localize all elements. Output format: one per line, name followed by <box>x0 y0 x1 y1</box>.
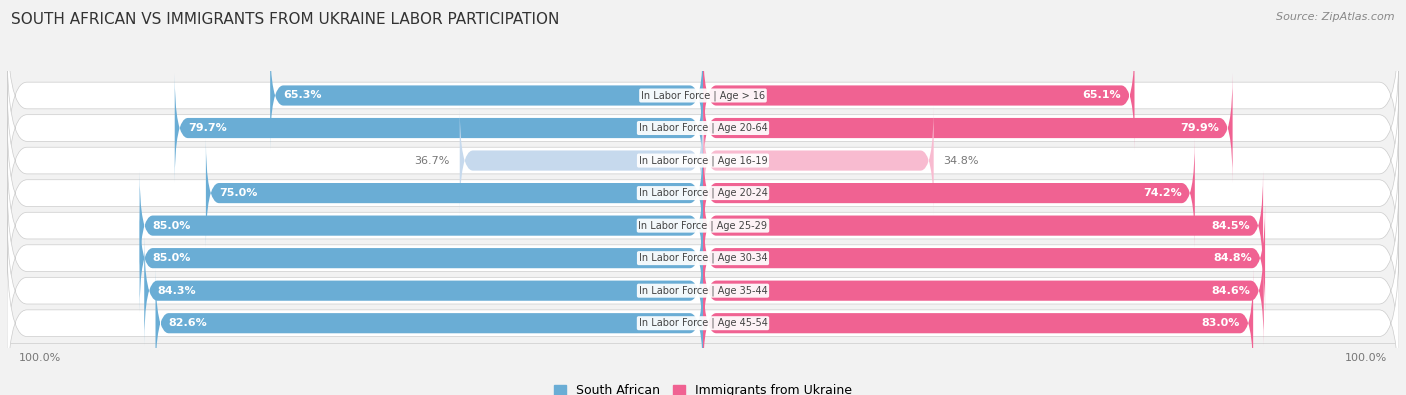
Text: 75.0%: 75.0% <box>219 188 257 198</box>
FancyBboxPatch shape <box>174 73 703 183</box>
Text: 82.6%: 82.6% <box>169 318 208 328</box>
Text: 34.8%: 34.8% <box>943 156 979 166</box>
Text: In Labor Force | Age 45-54: In Labor Force | Age 45-54 <box>638 318 768 329</box>
Text: 85.0%: 85.0% <box>153 221 191 231</box>
FancyBboxPatch shape <box>703 171 1263 280</box>
Text: 84.5%: 84.5% <box>1211 221 1250 231</box>
Text: In Labor Force | Age > 16: In Labor Force | Age > 16 <box>641 90 765 101</box>
Text: 84.8%: 84.8% <box>1213 253 1251 263</box>
FancyBboxPatch shape <box>7 141 1399 310</box>
Text: In Labor Force | Age 25-29: In Labor Force | Age 25-29 <box>638 220 768 231</box>
FancyBboxPatch shape <box>7 44 1399 212</box>
Text: In Labor Force | Age 16-19: In Labor Force | Age 16-19 <box>638 155 768 166</box>
FancyBboxPatch shape <box>7 76 1399 245</box>
FancyBboxPatch shape <box>703 268 1253 378</box>
Text: SOUTH AFRICAN VS IMMIGRANTS FROM UKRAINE LABOR PARTICIPATION: SOUTH AFRICAN VS IMMIGRANTS FROM UKRAINE… <box>11 12 560 27</box>
Text: In Labor Force | Age 30-34: In Labor Force | Age 30-34 <box>638 253 768 263</box>
FancyBboxPatch shape <box>7 109 1399 277</box>
FancyBboxPatch shape <box>7 207 1399 375</box>
FancyBboxPatch shape <box>156 268 703 378</box>
FancyBboxPatch shape <box>7 239 1399 395</box>
FancyBboxPatch shape <box>139 203 703 313</box>
Text: In Labor Force | Age 20-64: In Labor Force | Age 20-64 <box>638 123 768 133</box>
Text: 83.0%: 83.0% <box>1202 318 1240 328</box>
FancyBboxPatch shape <box>7 11 1399 180</box>
Text: 65.3%: 65.3% <box>284 90 322 100</box>
FancyBboxPatch shape <box>145 236 703 346</box>
Text: 74.2%: 74.2% <box>1143 188 1181 198</box>
Text: 79.7%: 79.7% <box>188 123 226 133</box>
FancyBboxPatch shape <box>703 105 934 216</box>
FancyBboxPatch shape <box>7 174 1399 342</box>
Text: 84.3%: 84.3% <box>157 286 195 296</box>
Text: In Labor Force | Age 20-24: In Labor Force | Age 20-24 <box>638 188 768 198</box>
FancyBboxPatch shape <box>460 105 703 216</box>
FancyBboxPatch shape <box>703 236 1264 346</box>
FancyBboxPatch shape <box>703 41 1135 150</box>
Text: Source: ZipAtlas.com: Source: ZipAtlas.com <box>1277 12 1395 22</box>
Text: 84.6%: 84.6% <box>1212 286 1250 296</box>
Text: 36.7%: 36.7% <box>415 156 450 166</box>
FancyBboxPatch shape <box>205 138 703 248</box>
Text: 79.9%: 79.9% <box>1181 123 1219 133</box>
FancyBboxPatch shape <box>703 73 1233 183</box>
FancyBboxPatch shape <box>270 41 703 150</box>
Text: 65.1%: 65.1% <box>1083 90 1121 100</box>
Text: In Labor Force | Age 35-44: In Labor Force | Age 35-44 <box>638 286 768 296</box>
FancyBboxPatch shape <box>703 203 1265 313</box>
FancyBboxPatch shape <box>139 171 703 280</box>
Text: 85.0%: 85.0% <box>153 253 191 263</box>
FancyBboxPatch shape <box>703 138 1195 248</box>
Legend: South African, Immigrants from Ukraine: South African, Immigrants from Ukraine <box>548 379 858 395</box>
